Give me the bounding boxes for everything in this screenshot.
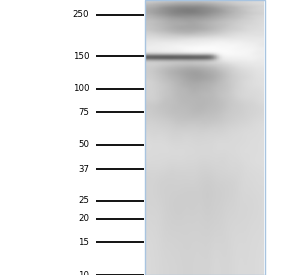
Text: 100: 100 [73,84,89,93]
Text: 250: 250 [73,10,89,19]
Text: 37: 37 [78,165,89,174]
Text: 10: 10 [78,271,89,275]
Text: 50: 50 [78,140,89,149]
Text: 75: 75 [78,108,89,117]
Text: 25: 25 [78,196,89,205]
Text: 15: 15 [78,238,89,247]
Text: 20: 20 [78,214,89,224]
Text: 150: 150 [73,51,89,60]
